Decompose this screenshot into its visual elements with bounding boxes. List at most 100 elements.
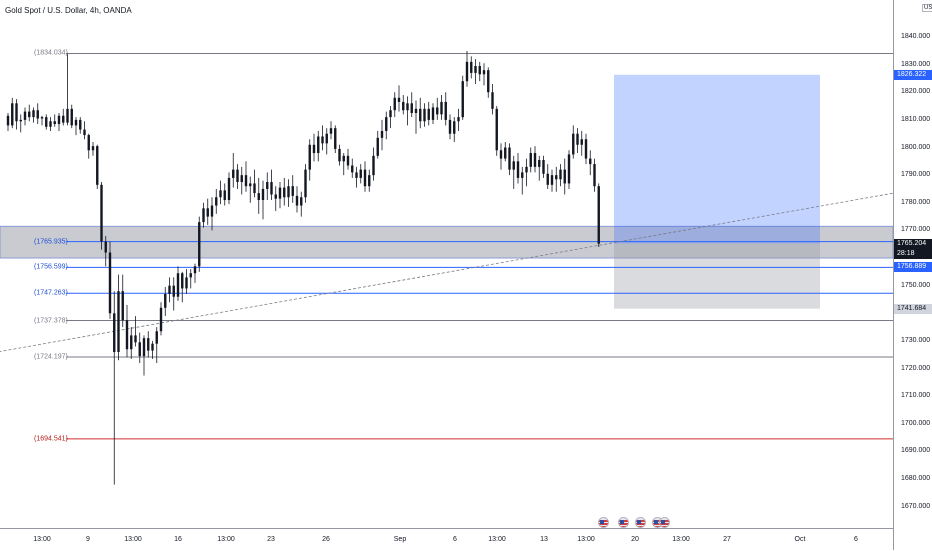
level-1737-label: (1737.378) bbox=[34, 317, 68, 325]
candle bbox=[423, 103, 426, 127]
time-tick-label: 13:00 bbox=[672, 536, 690, 543]
candle bbox=[11, 97, 14, 129]
candle bbox=[83, 121, 86, 140]
candle bbox=[210, 197, 214, 231]
currency-badge[interactable]: USD bbox=[922, 4, 932, 12]
candle bbox=[576, 128, 579, 154]
us-event-flag-icon[interactable] bbox=[598, 517, 609, 528]
candle bbox=[219, 180, 222, 205]
us-event-flag-icon[interactable] bbox=[618, 517, 629, 528]
time-tick-label: 13:00 bbox=[488, 536, 506, 543]
level-1724-label: (1724.197) bbox=[34, 353, 68, 361]
candle bbox=[249, 176, 252, 203]
candle bbox=[206, 198, 209, 225]
time-tick-label: Sep bbox=[393, 536, 407, 543]
candle bbox=[321, 125, 324, 151]
level-1834-label: (1834.034) bbox=[34, 49, 68, 57]
candle bbox=[96, 144, 99, 189]
candle bbox=[567, 150, 571, 189]
price-tick-label: 1810.000 bbox=[901, 115, 931, 123]
candle bbox=[45, 114, 48, 130]
candle bbox=[155, 327, 158, 364]
candle bbox=[278, 182, 282, 209]
price-axis-label: 1756.889 bbox=[894, 261, 932, 272]
candle bbox=[338, 144, 341, 166]
time-tick-label: 20 bbox=[631, 536, 639, 543]
symbol-title[interactable]: Gold Spot / U.S. Dollar, 4h, OANDA bbox=[5, 6, 132, 15]
price-tick-label: 1700.000 bbox=[901, 419, 931, 427]
candle bbox=[57, 112, 61, 131]
chart-canvas[interactable] bbox=[0, 0, 893, 528]
candle bbox=[253, 169, 256, 198]
candle bbox=[499, 143, 503, 170]
time-tick-label: 13:00 bbox=[217, 536, 235, 543]
price-tick-label: 1710.000 bbox=[901, 392, 931, 400]
candle bbox=[159, 302, 163, 336]
candle bbox=[380, 119, 384, 151]
candle bbox=[125, 305, 129, 358]
candle bbox=[274, 186, 277, 212]
us-event-flag-icon[interactable] bbox=[635, 517, 646, 528]
candle bbox=[266, 172, 269, 201]
candle bbox=[355, 166, 358, 188]
candle bbox=[555, 166, 558, 192]
price-tick-label: 1720.000 bbox=[901, 364, 931, 372]
candle bbox=[470, 56, 473, 79]
candle bbox=[223, 183, 226, 206]
candle bbox=[147, 331, 150, 358]
price-axis[interactable]: 1840.000 1830.000 1820.000 1810.000 1800.000… bbox=[893, 0, 932, 550]
time-tick-label: 26 bbox=[322, 536, 330, 543]
candle bbox=[529, 147, 532, 173]
time-tick-label: 13:00 bbox=[124, 536, 142, 543]
chart-pane[interactable]: (1834.034) (1765.935) (1756.599) (1747.263)… bbox=[0, 0, 893, 528]
candle bbox=[521, 166, 524, 195]
candle bbox=[261, 180, 265, 220]
us-event-flag-icon[interactable] bbox=[659, 517, 670, 528]
candle bbox=[589, 150, 592, 176]
candle bbox=[542, 155, 545, 178]
price-tick-label: 1690.000 bbox=[901, 447, 931, 455]
candle bbox=[533, 146, 537, 173]
candle bbox=[232, 153, 235, 188]
price-tick-label: 1680.000 bbox=[901, 475, 931, 483]
candle bbox=[151, 340, 154, 359]
time-axis[interactable]: 13:00 9 13:00 16 13:00 23 26 Sep 6 13:00 13 13:00 20… bbox=[0, 528, 893, 551]
candle bbox=[508, 143, 511, 176]
level-1756-label: (1756.599) bbox=[34, 263, 68, 271]
candle bbox=[130, 327, 133, 359]
candle bbox=[431, 103, 435, 125]
candle bbox=[525, 158, 528, 187]
candle bbox=[189, 269, 192, 289]
candle bbox=[351, 158, 354, 178]
candle bbox=[559, 164, 562, 187]
candle bbox=[117, 274, 120, 361]
candle bbox=[385, 111, 388, 140]
candle bbox=[108, 241, 112, 319]
candle bbox=[49, 117, 52, 131]
candle bbox=[342, 153, 345, 176]
price-tick-label: 1790.000 bbox=[901, 171, 931, 179]
candle bbox=[580, 130, 583, 156]
price-tick-label: 1800.000 bbox=[901, 143, 931, 151]
candle bbox=[134, 316, 137, 347]
candle bbox=[74, 117, 78, 136]
level-1747-label: (1747.263) bbox=[34, 289, 68, 297]
price-tick-label: 1820.000 bbox=[901, 88, 931, 96]
candle bbox=[487, 67, 490, 98]
candle bbox=[202, 202, 205, 228]
candle bbox=[346, 148, 350, 170]
time-tick-label: 13:00 bbox=[577, 536, 595, 543]
candle bbox=[563, 158, 566, 195]
candle bbox=[363, 161, 367, 192]
price-tick-label: 1750.000 bbox=[901, 281, 931, 289]
candle bbox=[87, 133, 90, 159]
candle bbox=[270, 169, 273, 201]
candle bbox=[295, 186, 299, 213]
time-tick-label: 23 bbox=[267, 536, 275, 543]
candle bbox=[121, 274, 124, 328]
candle bbox=[291, 175, 294, 203]
candle bbox=[482, 63, 486, 86]
candle bbox=[440, 95, 443, 120]
candle bbox=[436, 97, 439, 120]
level-1765-label: (1765.935) bbox=[34, 238, 68, 246]
